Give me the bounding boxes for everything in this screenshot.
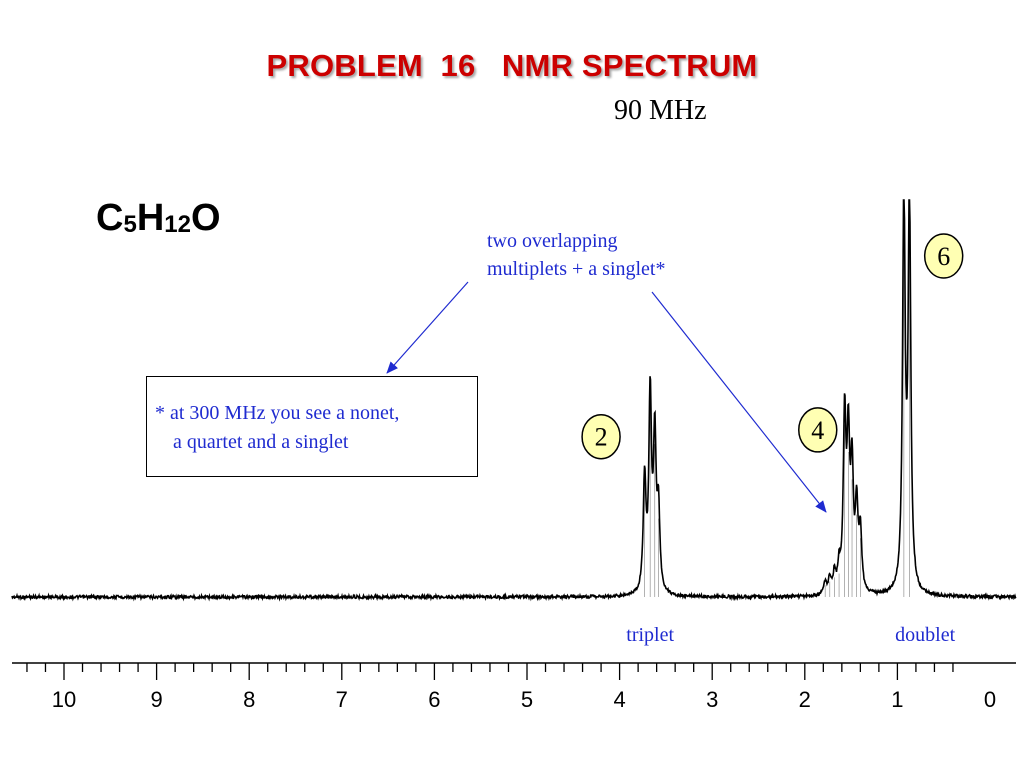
overlap-annotation-line1: two overlapping	[487, 230, 618, 252]
note-line1: * at 300 MHz you see a nonet,	[155, 402, 400, 424]
x-tick-label: 1	[891, 687, 903, 712]
spectrometer-frequency: 90 MHz	[614, 95, 707, 126]
integration-circle	[923, 233, 964, 279]
x-tick-label: 2	[799, 687, 811, 712]
spectrum-trace	[11, 199, 1017, 602]
integration-6: 6	[923, 233, 964, 279]
formula-carbon-count: 5	[123, 211, 137, 238]
formula-oxygen: O	[190, 197, 221, 239]
integration-circle	[798, 407, 838, 453]
x-tick-label: 5	[521, 687, 533, 712]
note-box: * at 300 MHz you see a nonet, a quartet …	[146, 376, 478, 477]
peak-label-doublet: doublet	[895, 624, 955, 646]
x-tick-label: 9	[150, 687, 162, 712]
x-tick-label: 3	[706, 687, 718, 712]
overlap-annotation-line2: multiplets + a singlet*	[487, 258, 666, 280]
x-tick-label: 4	[613, 687, 625, 712]
x-tick-label: 7	[336, 687, 348, 712]
x-tick-label: 8	[243, 687, 255, 712]
integration-circle	[581, 413, 621, 460]
note-line2: a quartet and a singlet	[173, 431, 349, 453]
annotation-arrow-right	[651, 291, 827, 513]
page-title: PROBLEM 16 NMR SPECTRUM	[266, 48, 758, 83]
annotation-arrow-left	[386, 281, 469, 374]
x-tick-label: 10	[52, 687, 76, 712]
peak-label-triplet: triplet	[626, 624, 674, 646]
integration-4: 4	[798, 407, 838, 453]
formula-hydrogen-count: 12	[164, 211, 191, 238]
x-tick-label: 6	[428, 687, 440, 712]
integration-2: 2	[581, 413, 621, 460]
integration-label: 4	[811, 416, 824, 445]
formula-carbon: C	[96, 197, 124, 239]
integration-label: 2	[595, 423, 608, 452]
x-tick-label: 0	[984, 687, 996, 712]
integration-label: 6	[937, 242, 950, 271]
formula-hydrogen: H	[136, 197, 165, 239]
molecular-formula: C5H12O	[96, 197, 221, 240]
